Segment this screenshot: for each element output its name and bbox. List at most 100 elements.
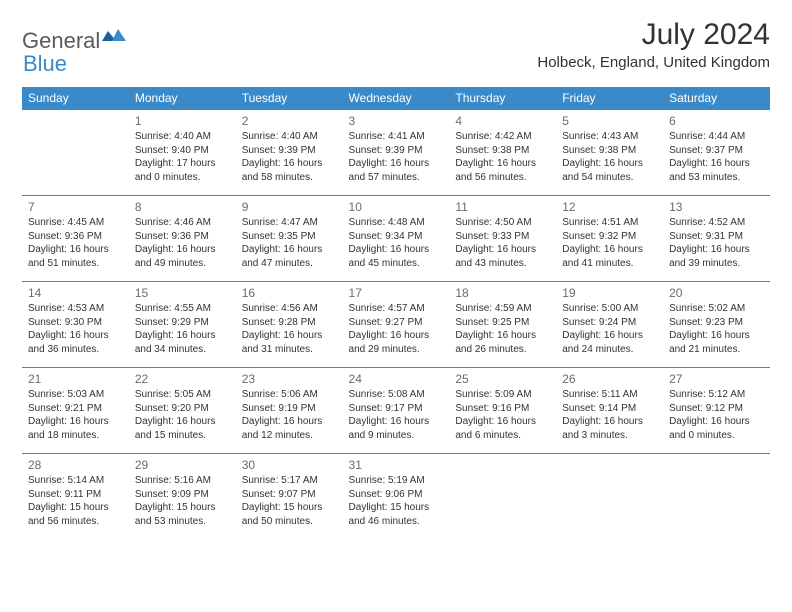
daylight-text: Daylight: 16 hours: [28, 329, 123, 343]
sunset-text: Sunset: 9:36 PM: [28, 230, 123, 244]
calendar-week: 14Sunrise: 4:53 AMSunset: 9:30 PMDayligh…: [22, 282, 770, 368]
day-number: 11: [455, 199, 550, 215]
daylight-text: Daylight: 16 hours: [242, 157, 337, 171]
calendar-day: 10Sunrise: 4:48 AMSunset: 9:34 PMDayligh…: [343, 196, 450, 282]
sunset-text: Sunset: 9:37 PM: [669, 144, 764, 158]
day-number: 25: [455, 371, 550, 387]
daylight-text: and 6 minutes.: [455, 429, 550, 443]
sunset-text: Sunset: 9:24 PM: [562, 316, 657, 330]
calendar-day: 26Sunrise: 5:11 AMSunset: 9:14 PMDayligh…: [556, 368, 663, 454]
daylight-text: and 41 minutes.: [562, 257, 657, 271]
daylight-text: Daylight: 16 hours: [349, 415, 444, 429]
calendar-empty: [449, 454, 556, 540]
daylight-text: and 53 minutes.: [669, 171, 764, 185]
sunset-text: Sunset: 9:12 PM: [669, 402, 764, 416]
day-number: 2: [242, 113, 337, 129]
daylight-text: and 21 minutes.: [669, 343, 764, 357]
day-number: 14: [28, 285, 123, 301]
calendar-day: 4Sunrise: 4:42 AMSunset: 9:38 PMDaylight…: [449, 110, 556, 196]
calendar-day: 29Sunrise: 5:16 AMSunset: 9:09 PMDayligh…: [129, 454, 236, 540]
sunrise-text: Sunrise: 5:06 AM: [242, 388, 337, 402]
day-number: 21: [28, 371, 123, 387]
calendar-page: General July 2024 Holbeck, England, Unit…: [0, 0, 792, 540]
weekday-header: Thursday: [449, 87, 556, 110]
day-number: 9: [242, 199, 337, 215]
sunrise-text: Sunrise: 4:42 AM: [455, 130, 550, 144]
calendar-head: SundayMondayTuesdayWednesdayThursdayFrid…: [22, 87, 770, 110]
weekday-header: Tuesday: [236, 87, 343, 110]
calendar-empty: [556, 454, 663, 540]
weekday-header: Monday: [129, 87, 236, 110]
calendar-day: 21Sunrise: 5:03 AMSunset: 9:21 PMDayligh…: [22, 368, 129, 454]
daylight-text: and 57 minutes.: [349, 171, 444, 185]
day-number: 30: [242, 457, 337, 473]
daylight-text: Daylight: 16 hours: [562, 157, 657, 171]
daylight-text: and 49 minutes.: [135, 257, 230, 271]
day-number: 31: [349, 457, 444, 473]
daylight-text: and 9 minutes.: [349, 429, 444, 443]
sunrise-text: Sunrise: 4:51 AM: [562, 216, 657, 230]
calendar-day: 5Sunrise: 4:43 AMSunset: 9:38 PMDaylight…: [556, 110, 663, 196]
location: Holbeck, England, United Kingdom: [537, 54, 770, 71]
daylight-text: Daylight: 16 hours: [455, 329, 550, 343]
daylight-text: Daylight: 16 hours: [135, 415, 230, 429]
sunset-text: Sunset: 9:25 PM: [455, 316, 550, 330]
daylight-text: Daylight: 16 hours: [562, 243, 657, 257]
weekday-header: Wednesday: [343, 87, 450, 110]
sunrise-text: Sunrise: 4:59 AM: [455, 302, 550, 316]
daylight-text: Daylight: 16 hours: [562, 415, 657, 429]
sunrise-text: Sunrise: 5:09 AM: [455, 388, 550, 402]
day-number: 23: [242, 371, 337, 387]
daylight-text: Daylight: 16 hours: [349, 157, 444, 171]
daylight-text: Daylight: 16 hours: [349, 243, 444, 257]
sunrise-text: Sunrise: 5:11 AM: [562, 388, 657, 402]
daylight-text: and 58 minutes.: [242, 171, 337, 185]
daylight-text: and 53 minutes.: [135, 515, 230, 529]
sunset-text: Sunset: 9:06 PM: [349, 488, 444, 502]
sunrise-text: Sunrise: 4:40 AM: [242, 130, 337, 144]
day-number: 18: [455, 285, 550, 301]
day-number: 17: [349, 285, 444, 301]
calendar-day: 9Sunrise: 4:47 AMSunset: 9:35 PMDaylight…: [236, 196, 343, 282]
daylight-text: and 15 minutes.: [135, 429, 230, 443]
daylight-text: and 0 minutes.: [669, 429, 764, 443]
calendar-day: 15Sunrise: 4:55 AMSunset: 9:29 PMDayligh…: [129, 282, 236, 368]
calendar-body: 1Sunrise: 4:40 AMSunset: 9:40 PMDaylight…: [22, 110, 770, 540]
daylight-text: and 3 minutes.: [562, 429, 657, 443]
day-number: 15: [135, 285, 230, 301]
calendar-week: 21Sunrise: 5:03 AMSunset: 9:21 PMDayligh…: [22, 368, 770, 454]
day-number: 5: [562, 113, 657, 129]
sunset-text: Sunset: 9:40 PM: [135, 144, 230, 158]
calendar-day: 8Sunrise: 4:46 AMSunset: 9:36 PMDaylight…: [129, 196, 236, 282]
daylight-text: and 39 minutes.: [669, 257, 764, 271]
day-number: 12: [562, 199, 657, 215]
sunrise-text: Sunrise: 4:41 AM: [349, 130, 444, 144]
sunset-text: Sunset: 9:21 PM: [28, 402, 123, 416]
day-number: 10: [349, 199, 444, 215]
daylight-text: and 43 minutes.: [455, 257, 550, 271]
daylight-text: and 18 minutes.: [28, 429, 123, 443]
calendar-day: 23Sunrise: 5:06 AMSunset: 9:19 PMDayligh…: [236, 368, 343, 454]
sunrise-text: Sunrise: 4:44 AM: [669, 130, 764, 144]
weekday-row: SundayMondayTuesdayWednesdayThursdayFrid…: [22, 87, 770, 110]
sunrise-text: Sunrise: 4:55 AM: [135, 302, 230, 316]
calendar-day: 22Sunrise: 5:05 AMSunset: 9:20 PMDayligh…: [129, 368, 236, 454]
calendar-day: 2Sunrise: 4:40 AMSunset: 9:39 PMDaylight…: [236, 110, 343, 196]
sunset-text: Sunset: 9:30 PM: [28, 316, 123, 330]
daylight-text: Daylight: 16 hours: [669, 157, 764, 171]
calendar-day: 11Sunrise: 4:50 AMSunset: 9:33 PMDayligh…: [449, 196, 556, 282]
calendar-day: 12Sunrise: 4:51 AMSunset: 9:32 PMDayligh…: [556, 196, 663, 282]
sunset-text: Sunset: 9:35 PM: [242, 230, 337, 244]
day-number: 27: [669, 371, 764, 387]
sunset-text: Sunset: 9:34 PM: [349, 230, 444, 244]
daylight-text: Daylight: 16 hours: [669, 415, 764, 429]
calendar-day: 3Sunrise: 4:41 AMSunset: 9:39 PMDaylight…: [343, 110, 450, 196]
daylight-text: and 54 minutes.: [562, 171, 657, 185]
calendar-day: 14Sunrise: 4:53 AMSunset: 9:30 PMDayligh…: [22, 282, 129, 368]
sunrise-text: Sunrise: 4:56 AM: [242, 302, 337, 316]
calendar-table: SundayMondayTuesdayWednesdayThursdayFrid…: [22, 87, 770, 540]
sunset-text: Sunset: 9:19 PM: [242, 402, 337, 416]
daylight-text: Daylight: 16 hours: [455, 157, 550, 171]
sunrise-text: Sunrise: 4:53 AM: [28, 302, 123, 316]
calendar-day: 30Sunrise: 5:17 AMSunset: 9:07 PMDayligh…: [236, 454, 343, 540]
